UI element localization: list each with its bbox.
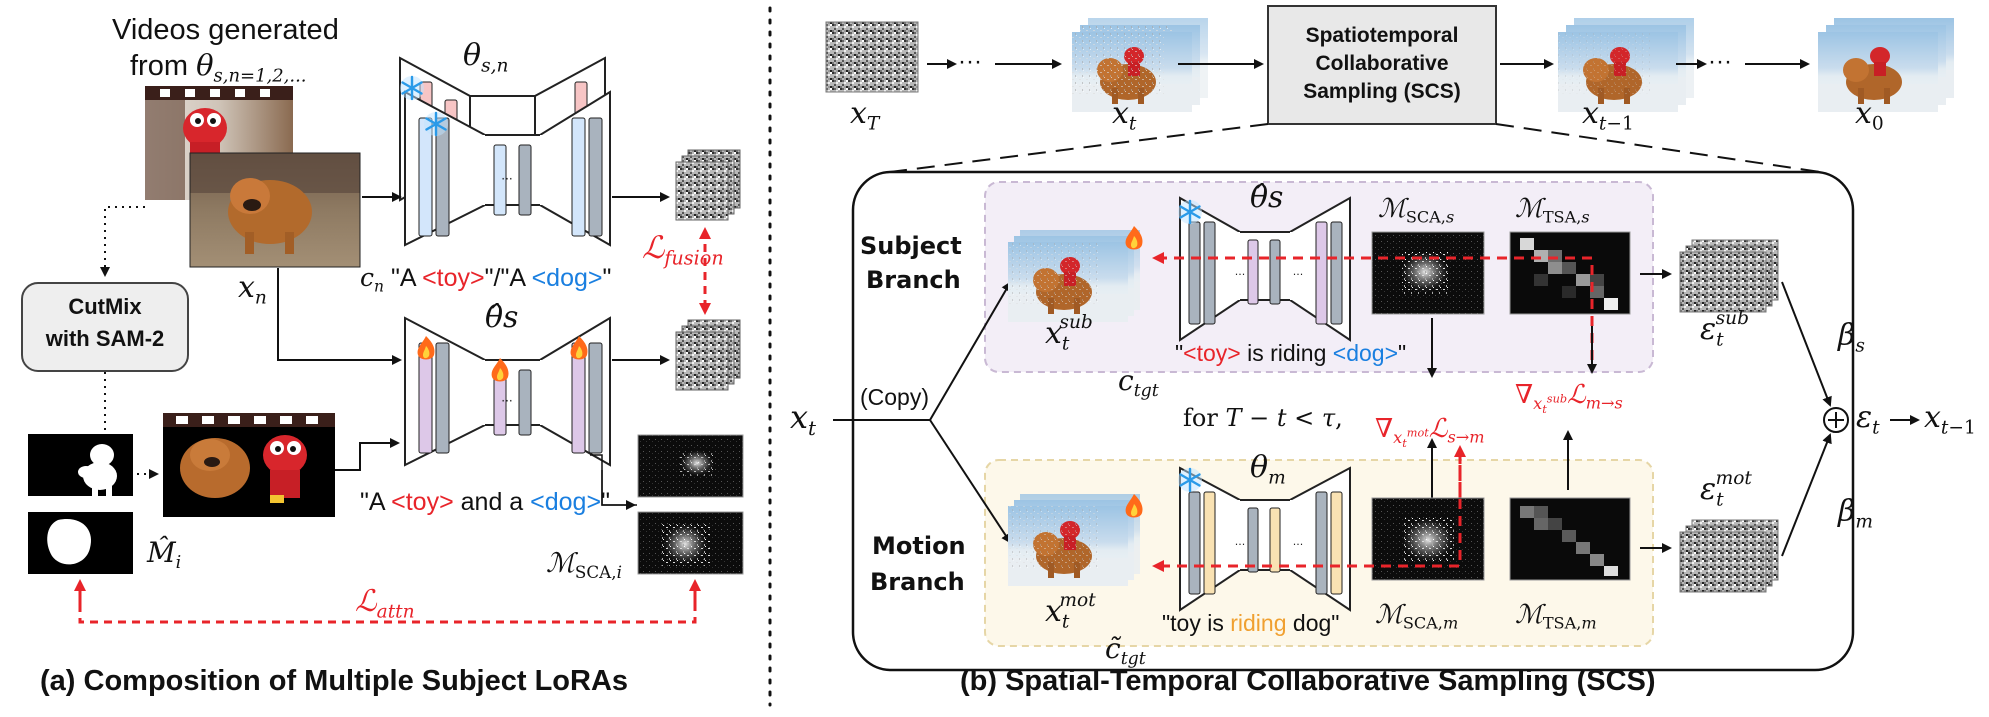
mask-m-hat-i [28,512,133,574]
frame-stack-x0 [1818,18,1954,112]
svg-text:···: ··· [501,172,512,186]
subject-branch-line1: Subject [860,232,962,260]
videos-label-line2: from θs,n=1,2,... [130,48,307,87]
copy-label: (Copy) [860,384,930,410]
cutmix-sam2-box [21,282,189,372]
sum-operator [1823,407,1849,433]
beta-s-label: βs [1838,318,1865,357]
composite-prompt-label: "A <toy> and a <dog>" [360,488,610,516]
tsa-s-label: ℳTSA,s [1515,194,1590,227]
theta-sn-unet-front: ··· [404,90,611,247]
xt-minus-1-output-label: xt−1 [1924,400,1976,439]
motion-prompt-label: "toy is riding dog" [1162,610,1340,636]
c-tilde-tgt-label: c̃tgt [1105,632,1146,670]
loss-fusion-label: ℒfusion [642,230,724,270]
xn-label: xn [238,270,267,309]
motion-video-xt-mot [1008,494,1140,586]
frozen-snowflake-icon [1176,466,1204,494]
subject-prompt-label: "<toy> is riding <dog>" [1175,340,1407,366]
videos-label-line1: Videos generated [112,14,339,46]
grad-s-to-m-label: ∇xtmotℒs→m [1375,414,1485,450]
xt-sub-label: xtsub [1045,312,1093,355]
motion-branch-line1: Motion [872,532,966,560]
xt-minus-1-label: xt−1 [1582,96,1634,135]
scs-box-line2: Collaborative [1315,52,1449,75]
caption-a: (a) Composition of Multiple Subject LoRA… [40,665,629,697]
motion-branch-line2: Branch [870,568,965,596]
sca-s-label: ℳSCA,s [1378,194,1455,227]
svg-text:···: ··· [1293,268,1304,281]
ellipsis-1: ··· [958,48,982,75]
tsa-map-subject [1509,231,1631,315]
eps-mot-noise [1679,519,1779,593]
svg-text:···: ··· [1235,268,1246,281]
sca-map-composite-bottom [637,511,744,575]
subject-theta-hat-label: θ̂s [1250,180,1284,215]
fusion-noise-output [675,149,741,221]
theta-sn-label: θs,n [463,38,509,77]
frozen-snowflake-icon [398,74,426,102]
scs-box [1267,5,1497,125]
dog-video-frame [189,152,361,268]
condition-label: for T − t < τ, [1183,404,1343,432]
xt-label: xt [1112,96,1137,135]
subject-unet-theta-hat-s: ··· ··· [1179,196,1351,342]
eps-t-label: εt [1856,400,1880,439]
motion-unet-theta-m: ··· ··· [1179,466,1351,612]
mask-m-hat-label: M̂i [147,536,182,574]
ellipsis-2: ··· [1708,48,1732,75]
grad-m-to-s-label: ∇xtsubℒm→s [1515,380,1623,416]
cutmix-mask-composite [28,434,133,496]
frame-stack-xt-minus-1 [1558,18,1694,112]
svg-text:···: ··· [501,394,512,408]
xt-mot-label: xtmot [1045,590,1096,633]
composited-video-frame [163,413,335,517]
tsa-map-motion [1509,497,1631,581]
frozen-snowflake-icon [1176,198,1204,226]
cutmix-label-line2: with SAM-2 [45,326,165,351]
cutmix-label-line1: CutMix [68,294,142,319]
eps-sub-label: εtsub [1700,308,1750,351]
eps-sub-noise [1679,239,1779,313]
subject-branch-line2: Branch [866,266,961,294]
composite-noise-output [675,319,741,391]
tsa-m-label: ℳTSA,m [1515,600,1597,633]
theta-hat-s-label: θ̂s [485,300,519,335]
frozen-snowflake-icon [422,110,450,138]
beta-m-label: βm [1838,494,1873,533]
sca-m-label: ℳSCA,m [1375,600,1459,633]
noise-xT [825,21,919,93]
scs-box-line3: Sampling (SCS) [1303,80,1461,103]
eps-mot-label: εtmot [1700,468,1752,511]
cn-prompt-label: cn "A <toy>"/"A <dog>" [360,263,612,296]
sca-i-label: ℳSCA,i [546,548,622,582]
subject-video-xt-sub [1008,230,1140,322]
loss-attn-label: ℒattn [355,584,415,623]
sca-map-composite-top [637,434,744,498]
scs-box-line1: Spatiotemporal [1305,24,1459,47]
theta-m-label: θm [1250,450,1286,489]
svg-text:···: ··· [1235,538,1246,551]
sca-map-subject [1371,231,1485,315]
xT-label: xT [850,96,880,135]
x0-label: x0 [1855,96,1884,135]
c-tgt-label: ctgt [1118,364,1159,402]
svg-text:···: ··· [1293,538,1304,551]
caption-b: (b) Spatial-Temporal Collaborative Sampl… [960,665,1656,697]
frame-stack-xt [1072,18,1208,112]
xt-input-label: xt [790,398,817,440]
sca-map-motion [1371,497,1485,581]
